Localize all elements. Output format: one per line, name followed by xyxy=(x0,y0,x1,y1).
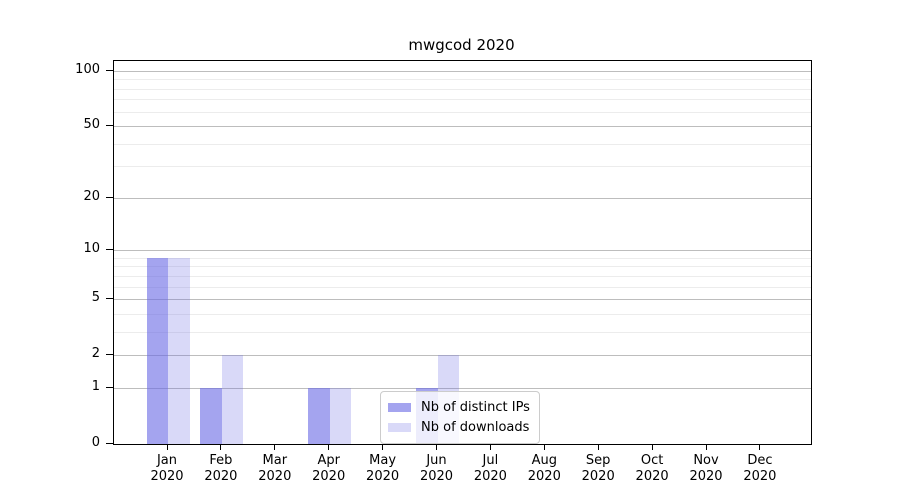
x-tick-label: Jun 2020 xyxy=(409,453,465,485)
gridline-major xyxy=(114,197,811,199)
x-axis-tick xyxy=(597,444,599,450)
y-axis-tick xyxy=(106,249,113,251)
x-tick-label: Dec 2020 xyxy=(732,453,788,485)
x-tick-month: Jun xyxy=(426,453,447,468)
x-tick-label: Sep 2020 xyxy=(570,453,626,485)
x-axis-tick xyxy=(220,444,222,450)
x-tick-label: Apr 2020 xyxy=(301,453,357,485)
gridline-minor xyxy=(114,111,811,113)
x-tick-label: May 2020 xyxy=(355,453,411,485)
bar-distinct-ips-jan xyxy=(146,257,168,444)
x-tick-year: 2020 xyxy=(743,469,777,484)
x-tick-month: Jan xyxy=(156,453,178,468)
y-tick-label: 50 xyxy=(83,117,100,133)
x-axis-tick xyxy=(759,444,761,450)
x-tick-label: Jan 2020 xyxy=(139,453,195,485)
x-tick-year: 2020 xyxy=(204,469,238,484)
bar-distinct-ips-feb xyxy=(200,387,222,444)
x-tick-label: Feb 2020 xyxy=(193,453,249,485)
x-tick-month: Feb xyxy=(209,453,233,468)
x-axis-tick xyxy=(274,444,276,450)
gridline-minor xyxy=(114,313,811,315)
gridline-minor xyxy=(114,275,811,277)
x-axis-tick xyxy=(382,444,384,450)
y-axis-tick xyxy=(106,69,113,71)
x-axis-tick xyxy=(328,444,330,450)
y-axis-tick xyxy=(106,196,113,198)
x-tick-year: 2020 xyxy=(527,469,561,484)
chart-title: mwgcod 2020 xyxy=(408,36,515,54)
x-axis-tick xyxy=(166,444,168,450)
x-tick-year: 2020 xyxy=(312,469,346,484)
y-axis-tick xyxy=(106,354,113,356)
x-tick-label: Aug 2020 xyxy=(516,453,572,485)
x-tick-year: 2020 xyxy=(258,469,292,484)
x-tick-year: 2020 xyxy=(635,469,669,484)
gridline-minor xyxy=(114,257,811,259)
y-tick-label: 5 xyxy=(91,290,100,306)
x-tick-year: 2020 xyxy=(150,469,184,484)
x-axis-tick xyxy=(436,444,437,450)
y-tick-label: 0 xyxy=(91,435,100,450)
x-tick-month: Jul xyxy=(482,453,499,468)
gridline-minor xyxy=(114,166,811,168)
y-axis-tick xyxy=(106,125,113,127)
x-tick-month: Dec xyxy=(747,453,773,468)
x-tick-year: 2020 xyxy=(419,469,454,484)
x-tick-month: Aug xyxy=(531,453,557,468)
x-tick-month: Sep xyxy=(585,453,611,468)
plot-area: Nb of distinct IPs Nb of downloads xyxy=(113,60,812,445)
y-axis-tick xyxy=(106,443,113,444)
x-axis-tick xyxy=(705,444,707,450)
bar-downloads-jan xyxy=(168,257,190,444)
x-tick-month: May xyxy=(369,453,397,468)
x-tick-label: Jul 2020 xyxy=(462,453,518,485)
x-tick-month: Nov xyxy=(693,453,719,468)
gridline-major xyxy=(114,126,811,128)
gridline-minor xyxy=(114,88,811,90)
gridline-minor xyxy=(114,99,811,101)
y-axis-tick xyxy=(106,386,113,388)
x-tick-month: Apr xyxy=(317,453,340,468)
x-axis-tick xyxy=(651,444,653,450)
x-tick-month: Mar xyxy=(262,453,288,468)
x-tick-year: 2020 xyxy=(473,469,507,484)
x-axis-tick xyxy=(543,444,545,450)
bar-downloads-apr xyxy=(329,387,352,444)
legend-label-distinct-ips: Nb of distinct IPs xyxy=(421,399,530,415)
gridline-major xyxy=(114,70,811,72)
gridline-minor xyxy=(114,143,811,145)
x-tick-year: 2020 xyxy=(581,469,615,484)
gridline-major xyxy=(114,387,811,389)
gridline-major xyxy=(114,355,811,357)
bar-distinct-ips-apr xyxy=(308,387,330,444)
legend-label-downloads: Nb of downloads xyxy=(421,419,530,435)
x-tick-month: Oct xyxy=(640,453,664,468)
gridline-major xyxy=(114,250,811,252)
y-tick-label: 20 xyxy=(83,188,100,204)
legend-swatch-downloads-icon xyxy=(388,422,411,432)
y-tick-label: 1 xyxy=(91,378,100,394)
x-tick-label: Mar 2020 xyxy=(247,453,303,485)
legend-entry-distinct-ips: Nb of distinct IPs xyxy=(388,397,530,417)
gridline-minor xyxy=(114,266,811,268)
gridline-minor xyxy=(114,79,811,81)
x-tick-year: 2020 xyxy=(366,469,400,484)
x-tick-year: 2020 xyxy=(689,469,723,484)
y-tick-label: 2 xyxy=(91,346,100,362)
legend-swatch-distinct-ips-icon xyxy=(388,402,411,412)
legend: Nb of distinct IPs Nb of downloads xyxy=(380,391,540,444)
legend-entry-downloads: Nb of downloads xyxy=(388,417,530,437)
bar-downloads-feb xyxy=(221,355,244,444)
x-tick-label: Oct 2020 xyxy=(624,453,680,485)
y-axis-tick xyxy=(106,298,113,300)
gridline-major xyxy=(114,299,811,301)
y-tick-label: 10 xyxy=(83,241,100,257)
gridline-minor xyxy=(114,286,811,288)
gridline-minor xyxy=(114,331,811,333)
x-tick-label: Nov 2020 xyxy=(678,453,734,485)
x-axis-tick xyxy=(489,444,491,450)
y-tick-label: 100 xyxy=(75,61,100,77)
